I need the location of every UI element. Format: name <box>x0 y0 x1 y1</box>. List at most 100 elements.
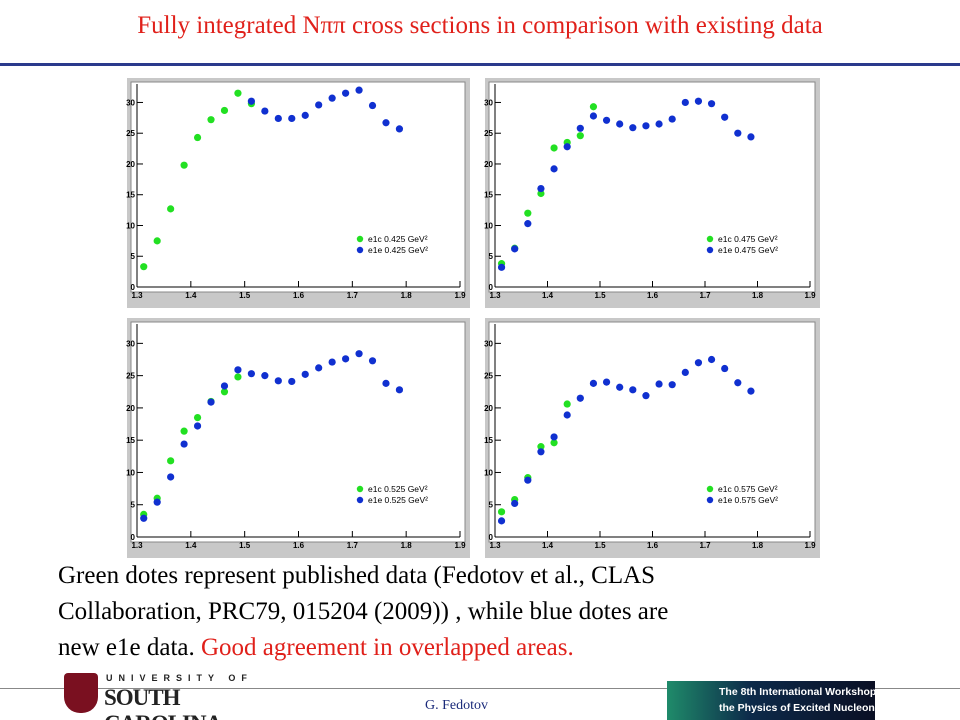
data-point <box>642 392 650 400</box>
x-tick-label: 1.3 <box>489 541 501 550</box>
x-tick-label: 1.3 <box>131 541 143 550</box>
y-tick-label: 30 <box>126 339 135 348</box>
legend-label: e1e 0.475 GeV² <box>718 245 778 255</box>
data-point <box>550 144 558 152</box>
x-tick-label: 1.8 <box>401 541 413 550</box>
y-tick-label: 15 <box>484 191 493 200</box>
y-tick-label: 20 <box>126 404 135 413</box>
data-point <box>207 398 215 406</box>
data-point <box>328 358 336 366</box>
data-point <box>655 120 663 128</box>
legend-marker <box>356 246 364 254</box>
data-point <box>180 440 188 448</box>
data-point <box>193 422 202 430</box>
x-tick-label: 1.4 <box>185 291 197 300</box>
y-tick-label: 5 <box>131 501 136 510</box>
workshop-banner: The 8th International Workshop on the Ph… <box>667 681 892 720</box>
x-tick-label: 1.7 <box>699 291 711 300</box>
caption-line: new e1e data. Good agreement in overlapp… <box>58 634 574 662</box>
footer-rule <box>0 688 960 689</box>
author: G. Fedotov <box>425 698 488 713</box>
x-tick-label: 1.3 <box>489 291 501 300</box>
data-point <box>524 220 532 228</box>
caption-highlight: Good agreement in overlapped areas. <box>200 634 574 661</box>
data-point <box>537 184 545 193</box>
y-tick-label: 25 <box>484 372 493 381</box>
data-point <box>576 132 584 140</box>
data-point <box>497 508 506 516</box>
data-point <box>167 457 175 465</box>
data-point <box>511 245 519 253</box>
logo-crest <box>64 673 98 713</box>
x-tick-label: 1.9 <box>454 541 466 550</box>
logo-text: SOUTH CAROLINA <box>104 685 222 720</box>
y-tick-label: 20 <box>126 160 135 169</box>
logo-text: UNIVERSITY OF <box>106 673 253 683</box>
data-point <box>616 383 624 391</box>
banner-text: the Physics of Excited Nucleons <box>719 702 881 714</box>
data-point <box>602 378 611 386</box>
data-point <box>247 97 255 105</box>
legend-marker <box>356 496 364 504</box>
data-point <box>368 101 377 110</box>
legend-marker <box>706 235 714 243</box>
y-tick-label: 30 <box>484 98 493 107</box>
data-point <box>247 370 255 378</box>
y-tick-label: 25 <box>126 372 135 381</box>
x-tick-label: 1.6 <box>647 541 659 550</box>
data-point <box>550 439 558 447</box>
x-tick-label: 1.5 <box>594 291 606 300</box>
data-point <box>342 89 350 97</box>
banner-text: The 8th International Workshop on <box>719 686 893 698</box>
data-point <box>234 89 242 97</box>
plot-frame <box>130 81 466 293</box>
y-tick-label: 10 <box>484 468 493 477</box>
x-tick-label: 1.4 <box>542 541 554 550</box>
data-point <box>563 400 571 408</box>
data-point <box>220 106 229 115</box>
data-point <box>524 209 532 217</box>
x-tick-label: 1.4 <box>185 541 197 550</box>
data-point <box>355 86 363 94</box>
data-point <box>234 373 242 381</box>
data-point <box>563 411 571 419</box>
caption-line: Collaboration, PRC79, 015204 (2009)) , w… <box>58 598 669 625</box>
y-tick-label: 10 <box>126 221 135 230</box>
data-point <box>301 370 309 378</box>
y-tick-label: 15 <box>484 436 493 445</box>
data-point <box>694 97 703 105</box>
data-point <box>140 263 148 271</box>
data-point <box>220 382 229 390</box>
data-point <box>721 113 729 121</box>
x-tick-label: 1.9 <box>454 291 466 300</box>
data-point <box>747 387 755 395</box>
x-tick-label: 1.6 <box>647 291 659 300</box>
caption-line: Green dotes represent published data (Fe… <box>58 562 656 589</box>
data-point <box>681 368 689 377</box>
data-point <box>153 498 161 506</box>
data-point <box>395 125 404 133</box>
data-point <box>734 379 742 387</box>
x-tick-label: 1.5 <box>594 541 606 550</box>
data-point <box>655 380 663 388</box>
legend-label: e1c 0.425 GeV² <box>368 234 428 244</box>
y-tick-label: 0 <box>131 533 136 542</box>
y-tick-label: 10 <box>484 221 493 230</box>
data-point <box>395 386 404 394</box>
x-tick-label: 1.3 <box>131 291 143 300</box>
x-tick-label: 1.4 <box>542 291 554 300</box>
y-tick-label: 5 <box>131 252 136 261</box>
data-point <box>576 124 584 132</box>
data-point <box>550 433 558 441</box>
x-tick-label: 1.7 <box>347 291 359 300</box>
data-point <box>747 133 755 141</box>
slide-title: Fully integrated Nππ cross sections in c… <box>137 12 823 39</box>
y-tick-label: 5 <box>489 252 494 261</box>
y-tick-label: 15 <box>126 191 135 200</box>
data-point <box>537 448 545 456</box>
data-point <box>288 377 296 386</box>
legend-label: e1e 0.575 GeV² <box>718 495 778 505</box>
y-tick-label: 25 <box>126 129 135 138</box>
data-point <box>301 111 309 119</box>
